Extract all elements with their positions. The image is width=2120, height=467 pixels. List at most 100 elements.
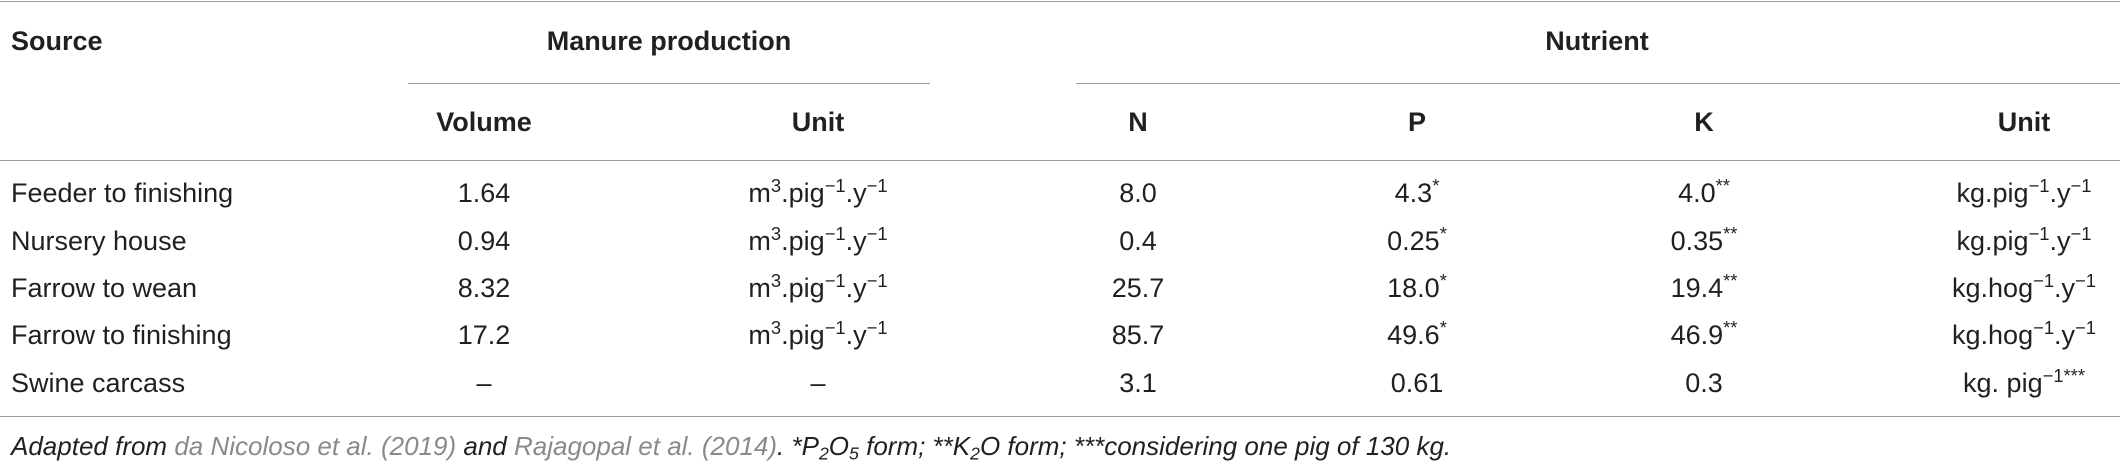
table-cell: 0.3 bbox=[1685, 367, 1723, 399]
row-label: Nursery house bbox=[11, 225, 187, 257]
text-run: m bbox=[748, 320, 771, 350]
text-run: 1.64 bbox=[457, 178, 511, 208]
table-cell: 8.0 bbox=[1119, 177, 1157, 209]
superscript: −1 bbox=[2033, 316, 2055, 338]
text-run: – bbox=[476, 368, 492, 398]
text-run: Farrow to finishing bbox=[11, 320, 232, 350]
text-run: 0.25 bbox=[1387, 226, 1440, 256]
text-run: 0.4 bbox=[1119, 226, 1157, 256]
bottom-rule bbox=[0, 416, 2120, 417]
text-run: Farrow to wean bbox=[11, 273, 198, 303]
table-cell: 49.6* bbox=[1387, 316, 1447, 351]
superscript: −1*** bbox=[2042, 364, 2085, 386]
table-cell: m3.pig−1.y−1 bbox=[748, 269, 888, 304]
text-run: m bbox=[748, 226, 771, 256]
text-run: 18.0 bbox=[1387, 273, 1440, 303]
table-cell: 0.4 bbox=[1119, 225, 1157, 257]
table-cell: 4.0** bbox=[1678, 174, 1730, 209]
table-cell: 19.4** bbox=[1671, 269, 1738, 304]
text-run: .pig bbox=[781, 226, 825, 256]
table-cell: – bbox=[810, 367, 825, 399]
superscript: −1 bbox=[824, 316, 846, 338]
footnote: Adapted from da Nicoloso et al. (2019) a… bbox=[11, 430, 1451, 462]
superscript: −1 bbox=[866, 269, 888, 291]
row-label: Swine carcass bbox=[11, 367, 185, 399]
citation-link: Rajagopal et al. (2014) bbox=[513, 431, 778, 461]
row-label: Farrow to wean bbox=[11, 272, 197, 304]
superscript: ** bbox=[1715, 174, 1730, 196]
table-cell: 85.7 bbox=[1112, 319, 1165, 351]
superscript: * bbox=[1439, 222, 1447, 244]
text-run: .y bbox=[845, 273, 867, 303]
text-run: Adapted from bbox=[11, 431, 175, 461]
row-label: Feeder to finishing bbox=[11, 177, 233, 209]
table-cell: m3.pig−1.y−1 bbox=[748, 174, 888, 209]
column-header: Unit bbox=[1997, 107, 2051, 137]
text-run: – bbox=[810, 368, 826, 398]
text-run: . *P bbox=[777, 431, 819, 461]
table-cell: 25.7 bbox=[1112, 272, 1165, 304]
text-run: kg.pig bbox=[1956, 226, 2029, 256]
text-run: kg. pig bbox=[1963, 368, 2043, 398]
text-run: .y bbox=[845, 226, 867, 256]
table-cell: 0.35** bbox=[1670, 222, 1738, 257]
superscript: −1 bbox=[2028, 222, 2050, 244]
superscript: 3 bbox=[770, 316, 782, 338]
header-rule bbox=[0, 160, 2120, 161]
superscript: −1 bbox=[824, 269, 846, 291]
table-cell: kg.hog−1.y−1 bbox=[1952, 316, 2096, 351]
column-header: N bbox=[1128, 107, 1148, 137]
superscript: * bbox=[1432, 174, 1440, 196]
superscript: 3 bbox=[770, 222, 782, 244]
superscript: * bbox=[1439, 316, 1447, 338]
table-cell: kg.pig−1.y−1 bbox=[1956, 222, 2092, 257]
table-cell: 4.3* bbox=[1394, 174, 1440, 209]
subscript: 2 bbox=[818, 443, 829, 464]
text-run: kg.pig bbox=[1956, 178, 2029, 208]
superscript: −1 bbox=[2070, 222, 2092, 244]
text-run: Swine carcass bbox=[11, 368, 186, 398]
table-cell: kg.hog−1.y−1 bbox=[1952, 269, 2096, 304]
text-run: 17.2 bbox=[457, 320, 511, 350]
text-run: 4.3 bbox=[1394, 178, 1433, 208]
text-run: 4.0 bbox=[1678, 178, 1716, 208]
superscript: 3 bbox=[770, 174, 782, 196]
subscript: 2 bbox=[970, 443, 980, 464]
top-rule bbox=[0, 1, 2120, 2]
text-run: 8.32 bbox=[457, 273, 511, 303]
superscript: 3 bbox=[770, 269, 782, 291]
table-cell: 8.32 bbox=[458, 272, 511, 304]
text-run: m bbox=[748, 178, 771, 208]
superscript: ** bbox=[1723, 269, 1738, 291]
superscript: −1 bbox=[2028, 174, 2050, 196]
table-cell: 0.25* bbox=[1387, 222, 1447, 257]
group-header: Nutrient bbox=[1545, 26, 1649, 56]
text-run: .pig bbox=[781, 273, 825, 303]
text-run: 0.35 bbox=[1670, 226, 1724, 256]
superscript: −1 bbox=[2033, 269, 2055, 291]
text-run: .y bbox=[2054, 273, 2076, 303]
table-cell: 3.1 bbox=[1119, 367, 1157, 399]
superscript: ** bbox=[1723, 222, 1738, 244]
text-run: 85.7 bbox=[1111, 320, 1165, 350]
text-run: 49.6 bbox=[1387, 320, 1440, 350]
text-run: .pig bbox=[781, 178, 825, 208]
text-run: .y bbox=[2049, 226, 2071, 256]
text-run: 46.9 bbox=[1670, 320, 1724, 350]
column-header: Volume bbox=[436, 107, 532, 137]
group-rule bbox=[408, 83, 930, 84]
text-run: 25.7 bbox=[1111, 273, 1165, 303]
text-run: 0.61 bbox=[1390, 368, 1444, 398]
column-header: K bbox=[1694, 107, 1714, 137]
superscript: −1 bbox=[824, 174, 846, 196]
table-cell: 1.64 bbox=[458, 177, 511, 209]
table-cell: m3.pig−1.y−1 bbox=[748, 222, 887, 257]
superscript: −1 bbox=[2070, 174, 2092, 196]
text-run: kg.hog bbox=[1952, 273, 2034, 303]
column-header: P bbox=[1407, 107, 1427, 137]
text-run: .y bbox=[2049, 178, 2071, 208]
superscript: −1 bbox=[866, 174, 888, 196]
text-run: O form; ***considering one pig of 130 kg… bbox=[979, 431, 1452, 461]
table-cell: 0.94 bbox=[458, 225, 511, 257]
table-cell: – bbox=[476, 367, 491, 399]
